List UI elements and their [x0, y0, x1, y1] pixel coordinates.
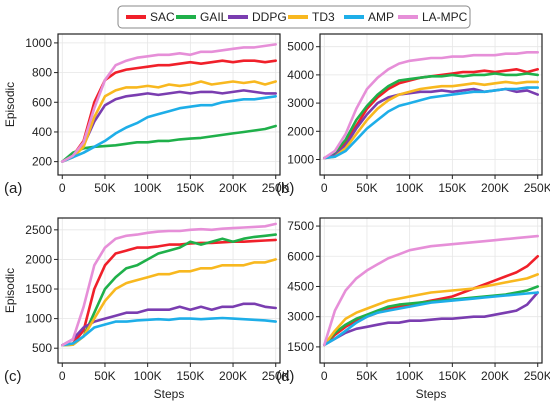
- y-tick-label: 1000: [287, 152, 314, 166]
- x-tick-label: 0: [59, 181, 66, 195]
- series-line-ddpg: [60, 89, 278, 163]
- x-tick-label: 150K: [438, 369, 466, 383]
- y-tick-label: 7500: [287, 219, 314, 233]
- x-tick-label: 250K: [262, 181, 290, 195]
- panels: 0 50K 100K 150K 200K 250K 200 400 600 800 1000 (a) E…: [3, 33, 550, 401]
- plot-frame: [319, 217, 543, 364]
- series-line-td3: [60, 80, 278, 163]
- x-tick-label: 200K: [481, 369, 509, 383]
- series-line-td3: [322, 273, 540, 347]
- panel-2: 0 50K 100K 150K 200K 250K 1000 2000 3000 4000 5000…: [276, 33, 550, 197]
- x-axis-label: Steps: [416, 387, 447, 401]
- x-tick-label: 100K: [134, 181, 162, 195]
- y-tick-label: 1500: [25, 282, 52, 296]
- x-tick-label: 100K: [396, 369, 424, 383]
- x-tick-label: 0: [321, 369, 328, 383]
- x-tick-label: 50K: [94, 369, 115, 383]
- x-tick-label: 250K: [524, 369, 550, 383]
- series-line-amp: [60, 316, 278, 347]
- series-line-gail: [60, 233, 278, 347]
- x-axis-label: Steps: [154, 387, 185, 401]
- series-line-la-mpc: [322, 234, 540, 347]
- x-tick-label: 200K: [481, 181, 509, 195]
- series-line-amp: [60, 95, 278, 163]
- y-tick-label: 4500: [287, 279, 314, 293]
- legend-label: GAIL: [200, 10, 228, 24]
- plot-frame: [57, 217, 281, 364]
- y-tick-label: 2000: [287, 124, 314, 138]
- x-tick-label: 0: [59, 369, 66, 383]
- panel-label: (c): [4, 368, 22, 385]
- y-tick-label: 600: [32, 95, 52, 109]
- series-line-amp: [322, 86, 540, 160]
- series-line-ddpg: [60, 302, 278, 347]
- y-tick-label: 1000: [25, 312, 52, 326]
- y-axis-label: Episodic: [3, 82, 17, 127]
- series-line-la-mpc: [60, 222, 278, 347]
- y-tick-label: 4000: [287, 68, 314, 82]
- plot-frame: [319, 33, 543, 176]
- series-line-sac: [60, 238, 278, 347]
- panel-label: (b): [276, 180, 294, 197]
- x-tick-label: 100K: [134, 369, 162, 383]
- x-tick-label: 200K: [219, 369, 247, 383]
- x-tick-label: 100K: [396, 181, 424, 195]
- legend-label: SAC: [150, 10, 175, 24]
- series-line-gail: [322, 72, 540, 160]
- x-tick-label: 250K: [262, 369, 290, 383]
- y-tick-label: 2500: [25, 223, 52, 237]
- y-axis-label: Episodic: [3, 268, 17, 313]
- x-tick-label: 150K: [176, 181, 204, 195]
- panel-4: 0 50K 100K 150K 200K 250K 1500 3000 4500 6000 7500…: [276, 217, 550, 401]
- panel-label: (a): [4, 180, 22, 197]
- x-tick-label: 50K: [356, 369, 377, 383]
- series-line-td3: [60, 258, 278, 347]
- legend-label: TD3: [312, 10, 335, 24]
- y-tick-label: 3000: [287, 310, 314, 324]
- y-tick-label: 3000: [287, 96, 314, 110]
- y-tick-label: 6000: [287, 249, 314, 263]
- panel-1: 0 50K 100K 150K 200K 250K 200 400 600 800 1000 (a) E…: [3, 33, 290, 197]
- y-tick-label: 1000: [25, 36, 52, 50]
- series-line-td3: [322, 80, 540, 160]
- y-tick-label: 1500: [287, 340, 314, 354]
- x-tick-label: 150K: [176, 369, 204, 383]
- series-line-la-mpc: [60, 43, 278, 163]
- x-tick-label: 250K: [524, 181, 550, 195]
- legend-label: LA-MPC: [422, 10, 468, 24]
- series-line-gail: [60, 124, 278, 163]
- panel-3: 0 50K 100K 150K 200K 250K 500 1000 1500 2000 2500 (…: [3, 217, 290, 401]
- x-tick-label: 50K: [94, 181, 115, 195]
- legend-label: DDPG: [252, 10, 287, 24]
- series-line-la-mpc: [322, 50, 540, 160]
- y-tick-label: 2000: [25, 252, 52, 266]
- series-line-sac: [60, 59, 278, 163]
- y-tick-label: 500: [32, 341, 52, 355]
- x-tick-label: 50K: [356, 181, 377, 195]
- y-tick-label: 800: [32, 66, 52, 80]
- legend-label: AMP: [368, 10, 394, 24]
- series-line-ddpg: [322, 291, 540, 347]
- x-tick-label: 200K: [219, 181, 247, 195]
- y-tick-label: 400: [32, 125, 52, 139]
- y-tick-label: 200: [32, 155, 52, 169]
- legend: SAC GAIL DDPG TD3 AMP LA-MPC: [117, 5, 471, 29]
- y-tick-label: 5000: [287, 40, 314, 54]
- plot-frame: [57, 33, 281, 176]
- panel-label: (d): [276, 368, 294, 385]
- x-tick-label: 0: [321, 181, 328, 195]
- x-tick-label: 150K: [438, 181, 466, 195]
- series-line-amp: [322, 291, 540, 347]
